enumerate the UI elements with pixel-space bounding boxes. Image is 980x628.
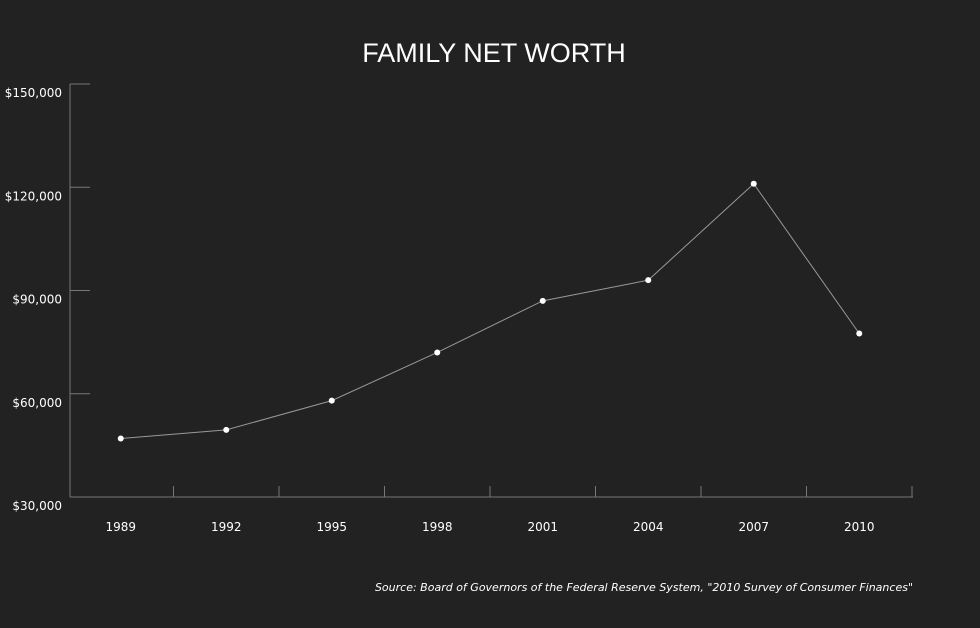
y-tick-label: $90,000 (12, 293, 62, 307)
y-tick-label: $150,000 (5, 86, 62, 100)
y-tick-label: $120,000 (5, 189, 62, 203)
data-point (539, 297, 546, 304)
data-point (750, 180, 757, 187)
data-point (434, 349, 441, 356)
y-tick-label: $60,000 (12, 396, 62, 410)
data-point (856, 330, 863, 337)
x-tick-label: 2010 (844, 520, 875, 534)
data-point (117, 435, 124, 442)
x-tick-label: 1995 (316, 520, 347, 534)
y-tick-label: $30,000 (12, 499, 62, 513)
x-tick-label: 1992 (211, 520, 242, 534)
x-tick-label: 2004 (633, 520, 664, 534)
source-note: Source: Board of Governors of the Federa… (375, 581, 913, 594)
x-tick-label: 1989 (105, 520, 136, 534)
data-point (328, 397, 335, 404)
chart-title: FAMILY NET WORTH (362, 38, 626, 68)
data-line (120, 183, 860, 439)
x-tick-label: 2007 (738, 520, 769, 534)
x-tick-label: 1998 (422, 520, 453, 534)
x-tick-label: 2001 (527, 520, 558, 534)
data-point (223, 426, 230, 433)
data-point (645, 277, 652, 284)
